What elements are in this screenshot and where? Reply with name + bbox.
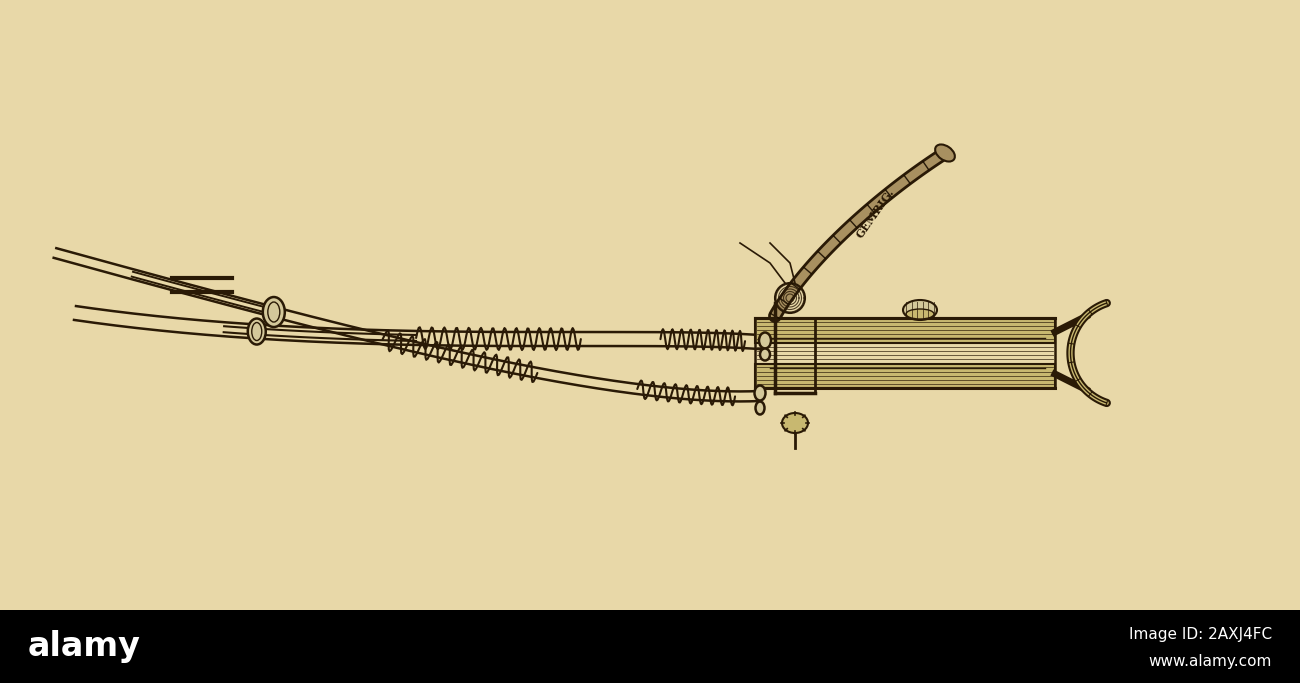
Ellipse shape — [268, 302, 280, 322]
Text: Image ID: 2AXJ4FC: Image ID: 2AXJ4FC — [1128, 626, 1271, 641]
Text: www.alamy.com: www.alamy.com — [1149, 654, 1271, 669]
Ellipse shape — [263, 297, 285, 327]
Ellipse shape — [783, 413, 809, 433]
Bar — [755, 363, 1056, 388]
Ellipse shape — [906, 309, 933, 319]
Ellipse shape — [248, 318, 265, 344]
Ellipse shape — [935, 145, 956, 161]
Bar — [755, 318, 1056, 342]
Bar — [0, 610, 1300, 683]
Text: GEMRIG.: GEMRIG. — [854, 186, 896, 240]
Ellipse shape — [754, 385, 766, 400]
Ellipse shape — [759, 333, 771, 348]
Ellipse shape — [760, 348, 770, 361]
Ellipse shape — [755, 402, 764, 415]
Text: Fig. 167.—Voltolini’s laryngeal galvano-cautery.: Fig. 167.—Voltolini’s laryngeal galvano-… — [338, 614, 793, 632]
Ellipse shape — [252, 322, 261, 341]
Text: alamy: alamy — [29, 630, 140, 663]
Ellipse shape — [903, 300, 937, 320]
